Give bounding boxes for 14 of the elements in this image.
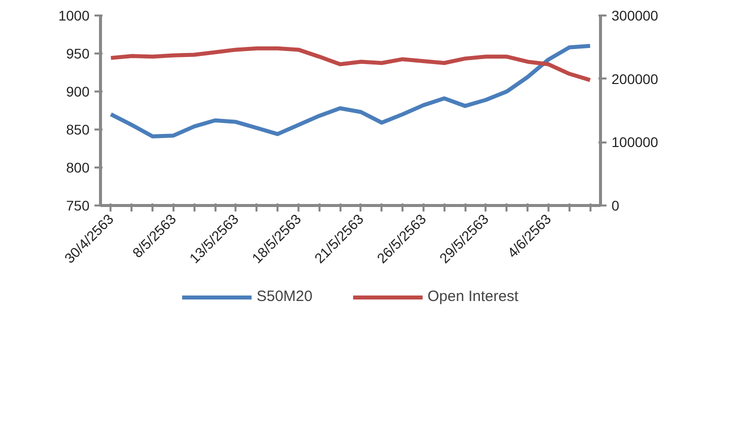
legend-label: S50M20 — [256, 288, 312, 305]
y-tick-label: 900 — [66, 84, 90, 100]
y-tick-label: 750 — [66, 198, 90, 214]
legend-label: Open Interest — [427, 288, 518, 305]
y2-tick-label: 300000 — [612, 8, 658, 24]
y-tick-label: 850 — [66, 122, 90, 138]
y-tick-label: 800 — [66, 160, 90, 176]
y2-tick-label: 100000 — [612, 134, 658, 150]
y2-tick-label: 200000 — [612, 70, 658, 87]
y-tick-label: 950 — [66, 46, 90, 62]
line-series — [108, 46, 592, 82]
y-tick-label: 1000 — [58, 8, 90, 24]
line-series — [108, 44, 592, 138]
y2-tick-label: 0 — [612, 198, 620, 214]
